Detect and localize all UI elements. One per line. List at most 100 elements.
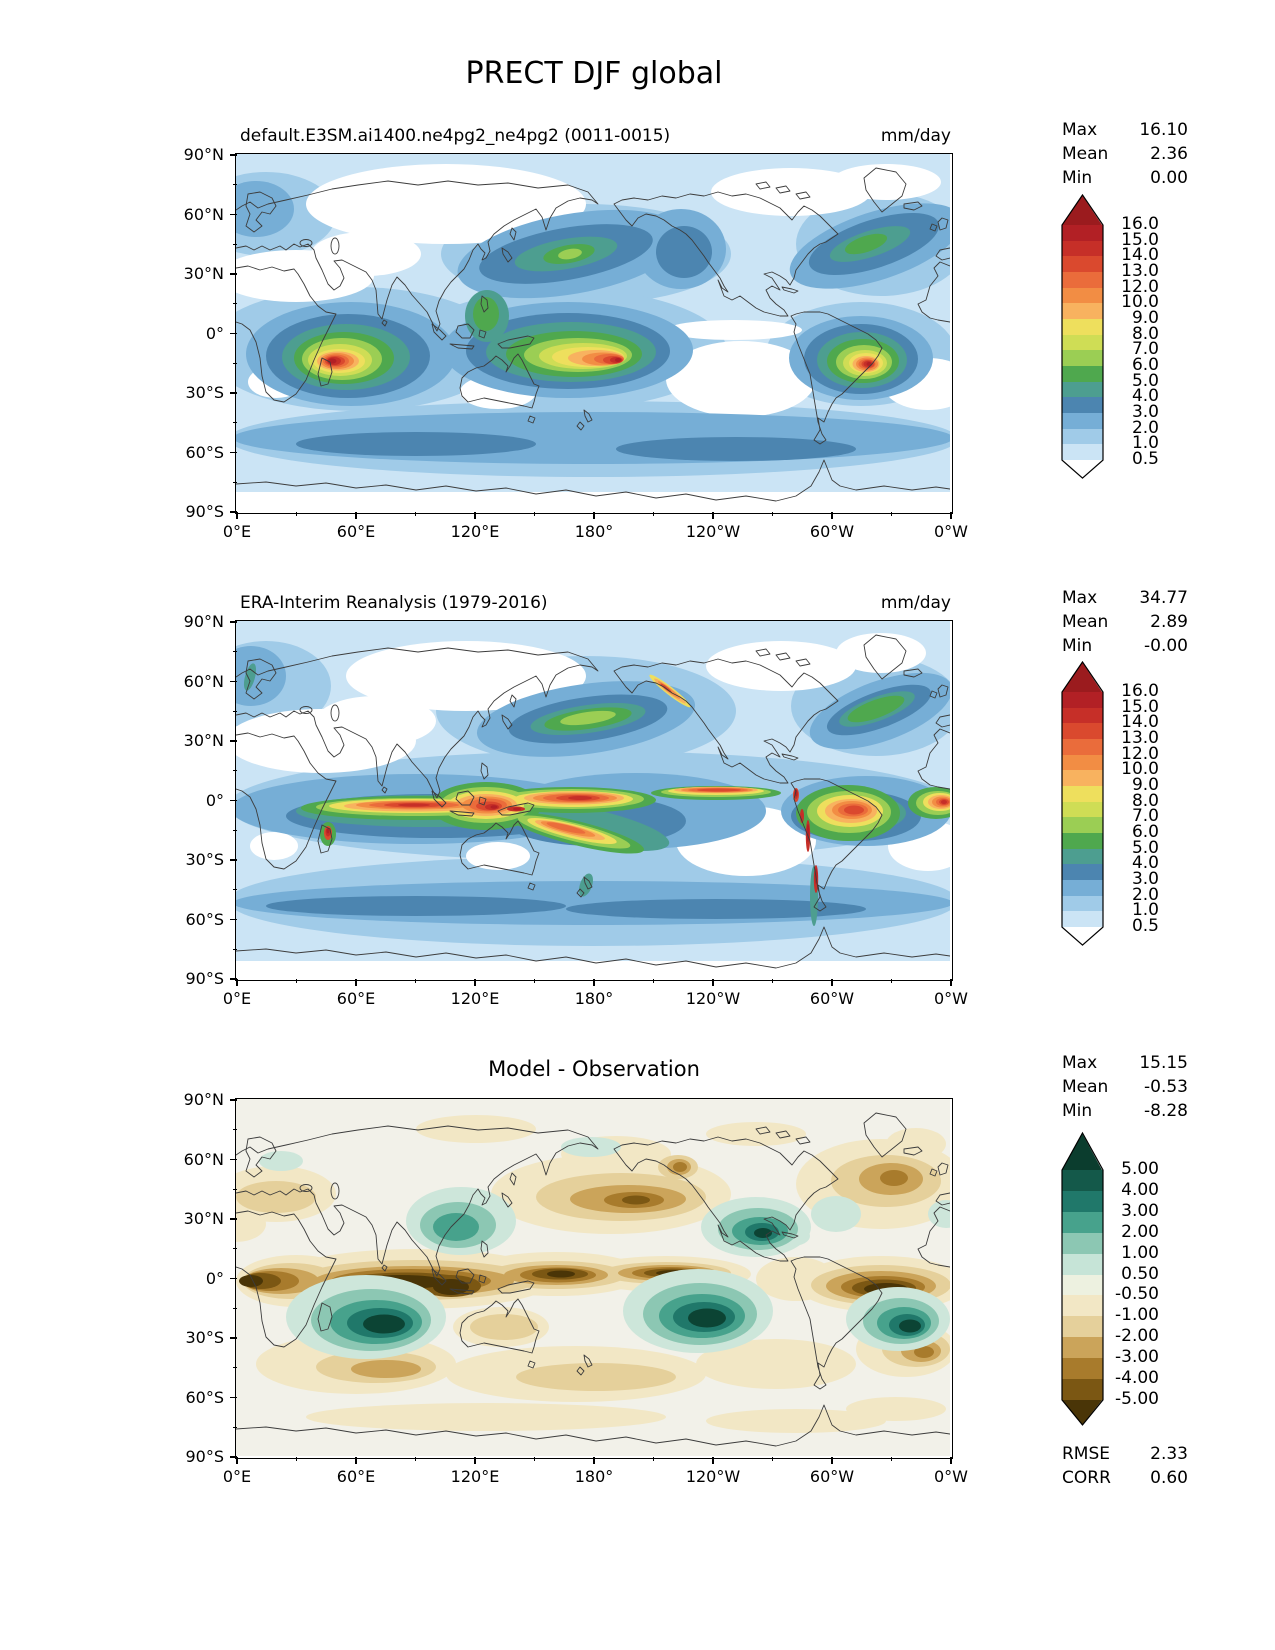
- y-tick-label: 90°N: [183, 612, 224, 631]
- tick-mark: [593, 979, 595, 986]
- tick-mark: [233, 243, 237, 245]
- colorbar-tick-label: 7.0: [1131, 339, 1159, 360]
- tick-mark: [230, 392, 237, 394]
- tick-mark: [230, 1337, 237, 1339]
- stat-rmse: RMSE 2.33: [1062, 1444, 1188, 1464]
- colorbar-segment: [1062, 1295, 1103, 1317]
- tick-mark: [295, 1457, 298, 1461]
- panel2-stats: Max 34.77 Mean 2.89 Min -0.00: [1062, 586, 1188, 658]
- tick-mark: [771, 979, 774, 983]
- colorbar-segment: [1062, 739, 1103, 756]
- tick-mark: [233, 1426, 237, 1428]
- map-observation: [235, 620, 953, 981]
- colorbar-tick-label: 2.0: [1131, 417, 1159, 438]
- colorbar-segment: [1062, 1379, 1103, 1401]
- tick-mark: [233, 303, 237, 305]
- tick-mark: [414, 979, 417, 983]
- x-tick-label: 120°W: [685, 989, 741, 1008]
- tick-mark: [355, 1457, 357, 1464]
- map-difference: [235, 1098, 953, 1459]
- colorbar-segment: [1062, 381, 1103, 398]
- tick-mark: [890, 1457, 893, 1461]
- colorbar-tick-label: 14.0: [1121, 245, 1159, 266]
- colorbar-segment: [1062, 287, 1103, 304]
- y-tick-label: 30°S: [185, 850, 224, 869]
- y-tick-label: 60°N: [183, 671, 224, 691]
- y-tick-label: 90°N: [183, 145, 224, 164]
- tick-mark: [233, 948, 237, 950]
- tick-mark: [950, 1457, 952, 1464]
- tick-mark: [712, 512, 714, 519]
- colorbar-tick-label: 0.5: [1131, 916, 1159, 937]
- tick-mark: [771, 1457, 774, 1461]
- x-tick-label: 120°W: [685, 522, 741, 541]
- tick-mark: [831, 979, 833, 986]
- tick-mark: [230, 451, 237, 454]
- colorbar-tick-label: 7.0: [1131, 806, 1159, 827]
- colorbar-tick-label: 12.0: [1121, 743, 1159, 764]
- colorbar-segment: [1062, 848, 1103, 865]
- colorbar-segment: [1062, 1337, 1103, 1359]
- colorbar-precip-observation: 16.0 15.0 14.0 13.0 12.0 10.0 9.0 8.0 7.0 6.0 5.0 4…: [1061, 660, 1159, 946]
- tick-mark: [233, 829, 237, 831]
- colorbar-tick-label: 1.00: [1121, 1242, 1159, 1263]
- colorbar-segment: [1062, 397, 1103, 414]
- tick-mark: [236, 979, 238, 986]
- colorbar-tick-label: 10.0: [1121, 292, 1159, 313]
- colorbar-segment: [1062, 770, 1103, 787]
- tick-mark: [831, 512, 833, 519]
- colorbar-segment: [1062, 460, 1102, 479]
- colorbar-tick-label: -1.00: [1115, 1305, 1159, 1326]
- tick-mark: [831, 1457, 833, 1464]
- colorbar-tick-label: 0.50: [1121, 1263, 1159, 1284]
- colorbar-segment: [1062, 1190, 1103, 1213]
- colorbar-segment: [1062, 1316, 1103, 1338]
- tick-mark: [230, 680, 237, 683]
- x-tick-label: 60°E: [336, 522, 376, 541]
- colorbar-tick-label: 14.0: [1121, 712, 1159, 733]
- colorbar-tick-label: 9.0: [1131, 308, 1159, 329]
- panel1-x-axis: 0°E 60°E 120°E 180° 120°W 60°W 0°W: [223, 512, 968, 546]
- y-tick-label: 60°N: [183, 1149, 224, 1169]
- tick-mark: [230, 918, 237, 921]
- y-tick-label: 90°S: [185, 502, 224, 521]
- tick-mark: [230, 859, 237, 861]
- x-tick-label: 120°E: [450, 1467, 500, 1486]
- colorbar-tick-label: 12.0: [1121, 276, 1159, 297]
- colorbar-tick-label: 6.0: [1131, 822, 1159, 843]
- y-tick-label: 90°S: [185, 969, 224, 988]
- stat-max: Max 34.77: [1062, 588, 1188, 608]
- figure-title: PRECT DJF global: [465, 56, 723, 91]
- x-tick-label: 60°E: [336, 989, 376, 1008]
- colorbar-segment: [1062, 225, 1103, 242]
- panel2-x-axis: 0°E 60°E 120°E 180° 120°W 60°W 0°W: [223, 979, 968, 1013]
- y-tick-label: 60°S: [185, 442, 224, 462]
- tick-mark: [230, 154, 237, 156]
- stat-min: Min -0.00: [1062, 636, 1188, 656]
- colorbar-segment: [1062, 1253, 1103, 1275]
- colorbar-segment: [1062, 692, 1103, 709]
- tick-mark: [230, 1277, 237, 1280]
- precip-field-observation: [236, 621, 950, 978]
- colorbar-tick-label: -3.00: [1115, 1347, 1159, 1368]
- colorbar-tick-label: 8.0: [1131, 790, 1159, 811]
- tick-mark: [950, 512, 952, 519]
- precip-field-model: [236, 154, 950, 511]
- colorbar-segment: [1062, 1170, 1103, 1192]
- y-tick-label: 30°N: [183, 264, 224, 283]
- tick-mark: [236, 1457, 238, 1464]
- x-tick-label: 0°W: [934, 989, 968, 1008]
- x-tick-label: 0°E: [222, 1467, 252, 1486]
- tick-mark: [474, 979, 476, 986]
- y-tick-label: 0°: [205, 323, 224, 343]
- tick-mark: [230, 1099, 237, 1101]
- x-tick-label: 60°W: [809, 989, 855, 1008]
- colorbar-tick-label: -5.00: [1115, 1388, 1159, 1409]
- y-tick-label: 0°: [205, 790, 224, 810]
- tick-mark: [230, 799, 237, 802]
- panel3-stats: Max 15.15 Mean -0.53 Min -8.28: [1062, 1051, 1188, 1123]
- colorbar-segment: [1062, 707, 1103, 724]
- colorbar-segment: [1062, 256, 1103, 273]
- colorbar-tick-label: 4.0: [1131, 386, 1159, 407]
- colorbar-segment: [1062, 413, 1103, 430]
